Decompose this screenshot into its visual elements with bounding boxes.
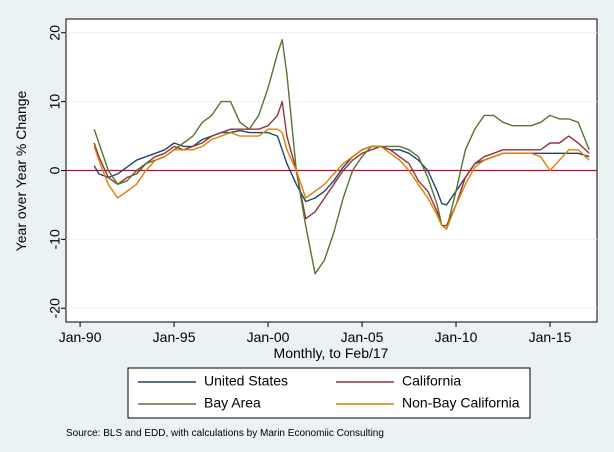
x-tick-label: Jan-00: [247, 329, 290, 345]
x-tick-label: Jan-15: [529, 329, 572, 345]
y-tick-label: 0: [47, 166, 63, 174]
x-tick-label: Jan-95: [153, 329, 196, 345]
legend-box: [127, 367, 531, 419]
y-tick-label: 20: [47, 25, 63, 41]
x-tick-label: Jan-90: [59, 329, 102, 345]
source-note: Source: BLS and EDD, with calculations b…: [66, 428, 384, 439]
y-tick-label: -10: [47, 229, 63, 249]
y-tick-label: 10: [47, 94, 63, 110]
series-line: [93, 128, 590, 230]
x-tick-label: Jan-10: [435, 329, 478, 345]
legend-label: Non-Bay California: [402, 395, 520, 411]
x-tick-label: Jan-05: [341, 329, 384, 345]
y-tick-label: -20: [47, 298, 63, 318]
x-axis-label: Monthly, to Feb/17: [274, 345, 389, 361]
series-line: [93, 39, 590, 275]
series-line: [93, 100, 590, 227]
legend-label: United States: [204, 373, 288, 389]
legend-label: Bay Area: [204, 395, 261, 411]
legend-label: California: [402, 373, 461, 389]
y-axis-label: Year over Year % Change: [13, 90, 29, 251]
